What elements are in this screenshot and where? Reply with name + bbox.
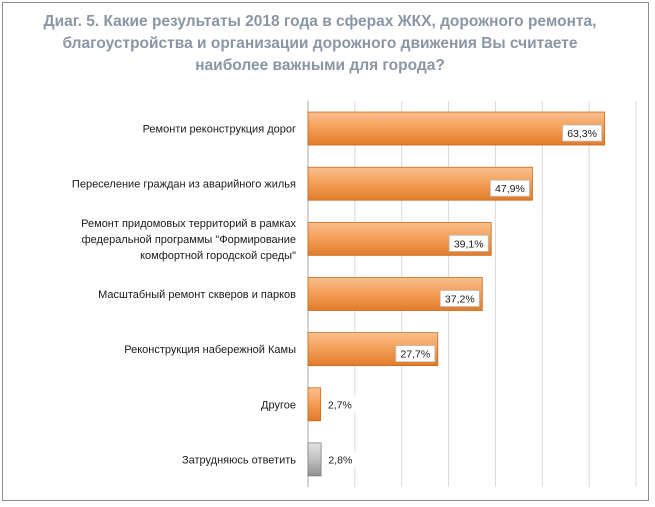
category-labels: Ремонти реконструкция дорог Переселение г… (72, 124, 297, 467)
data-label-box (324, 451, 357, 468)
category-label: Масштабный ремонт скверов и парков (98, 289, 296, 301)
category-label: комфортной городской среды" (140, 250, 296, 262)
data-label-box (395, 345, 436, 363)
category-label: Переселение граждан из аварийного жилья (72, 179, 296, 191)
category-label: Реконструкция набережной Камы (124, 344, 296, 356)
bar (307, 387, 322, 422)
data-label-box (490, 179, 530, 197)
data-label: 63,3% (567, 128, 597, 140)
bar (307, 442, 322, 477)
category-label: Затрудняюсь ответить (182, 454, 296, 466)
data-label: 2,7% (328, 399, 352, 411)
data-label-box (562, 124, 603, 142)
category-label: Ремонти реконструкция дорог (143, 124, 296, 136)
data-label-box (439, 290, 480, 307)
data-label-box (448, 234, 489, 252)
data-label: 27,7% (400, 349, 430, 361)
category-label: федеральной программы "Формирование (82, 234, 296, 246)
data-label-box (323, 396, 357, 413)
chart-title: Диаг. 5. Какие результаты 2018 года в сф… (43, 13, 597, 74)
bar (307, 111, 606, 146)
category-label: Ремонт придомовых территорий в рамках (81, 218, 296, 230)
category-label: Другое (261, 399, 296, 411)
data-label: 47,9% (495, 183, 525, 195)
data-label: 37,2% (445, 294, 475, 306)
data-label: 39,1% (454, 238, 484, 250)
data-label: 2,8% (328, 454, 352, 466)
bars-group: 63,3% 47,9% 39,1% 37,2% 27,7% 2,7% 2,8% (307, 111, 606, 477)
